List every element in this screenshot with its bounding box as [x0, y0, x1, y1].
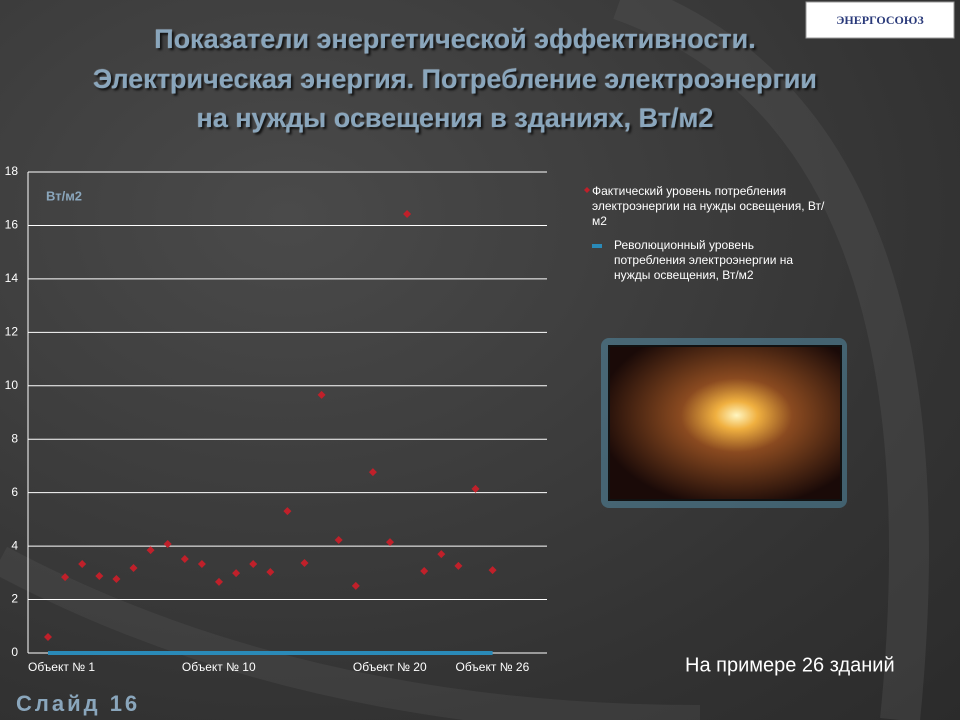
data-point — [215, 577, 223, 586]
y-tick-label: 12 — [5, 325, 19, 339]
data-point — [163, 539, 172, 548]
data-point — [112, 574, 121, 583]
legend-marker — [584, 187, 590, 193]
data-point — [249, 560, 258, 569]
y-tick-label: 18 — [5, 164, 19, 178]
data-point — [180, 554, 189, 563]
y-tick-label: 4 — [11, 538, 18, 552]
y-tick-label: 6 — [11, 485, 18, 499]
footnote: На примере 26 зданий — [685, 654, 895, 676]
data-point — [351, 581, 360, 590]
data-point — [386, 538, 394, 547]
data-point — [437, 550, 446, 559]
title: Показатели энергетической эффективности. — [154, 24, 756, 54]
x-tick-label: Объект № 26 — [456, 660, 530, 674]
data-point — [146, 546, 155, 555]
data-point — [334, 535, 343, 544]
x-tick-label: Объект № 10 — [182, 660, 256, 674]
slide-number: Слайд 16 — [16, 691, 140, 716]
data-point — [78, 560, 87, 569]
data-point — [95, 572, 104, 581]
data-point — [44, 632, 52, 641]
title: на нужды освещения в зданиях, Вт/м2 — [196, 103, 714, 133]
data-point — [317, 390, 326, 399]
y-unit-label: Вт/м2 — [46, 188, 82, 203]
legend-marker — [592, 244, 602, 248]
y-tick-label: 16 — [5, 218, 19, 232]
y-tick-label: 2 — [11, 592, 18, 606]
y-tick-label: 10 — [5, 378, 19, 392]
logo-box — [805, 1, 955, 39]
photo — [608, 345, 842, 501]
data-point — [266, 568, 275, 577]
data-point — [471, 484, 480, 493]
x-tick-label: Объект № 1 — [28, 660, 95, 674]
decor-arc — [613, 0, 929, 720]
data-point — [283, 507, 292, 516]
data-point — [488, 566, 497, 575]
data-point — [300, 558, 309, 567]
y-tick-label: 14 — [5, 271, 19, 285]
data-point — [454, 561, 463, 570]
x-tick-label: Объект № 20 — [353, 660, 427, 674]
legend-label: Революционный уровень потребления электр… — [614, 238, 794, 282]
data-point — [232, 569, 241, 578]
data-point — [368, 468, 377, 477]
legend-label: Фактический уровень потребления электроэ… — [592, 184, 825, 228]
data-point — [403, 209, 412, 218]
y-tick-label: 8 — [11, 431, 18, 445]
data-point — [129, 564, 138, 573]
data-point — [197, 560, 206, 569]
data-point — [61, 573, 70, 582]
decor-arc — [0, 546, 701, 720]
title: Электрическая энергия. Потребление элект… — [92, 64, 818, 94]
y-tick-label: 0 — [11, 645, 18, 659]
logo: ЭНЕРГОСОЮЗ — [836, 13, 923, 27]
data-point — [420, 566, 429, 575]
